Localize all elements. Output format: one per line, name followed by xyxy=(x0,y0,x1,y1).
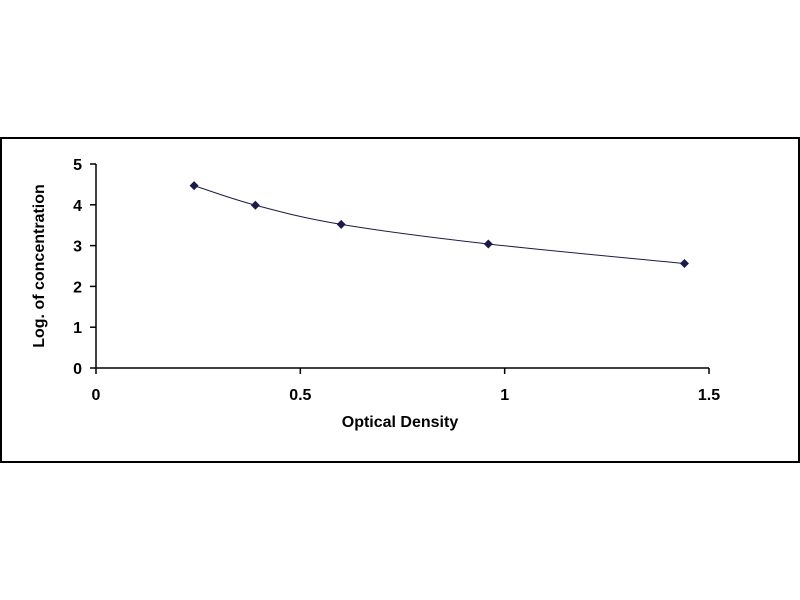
x-tick-label: 1.5 xyxy=(698,387,720,404)
data-point-marker xyxy=(250,200,260,210)
data-point-marker xyxy=(189,181,199,191)
data-markers xyxy=(189,181,689,269)
y-tick-label: 2 xyxy=(73,279,82,296)
x-tick-label: 1 xyxy=(500,387,509,404)
x-tick-label: 0.5 xyxy=(289,387,311,404)
x-tick-label: 0 xyxy=(92,387,101,404)
y-tick-label: 5 xyxy=(73,157,82,174)
plot-area: 0 1 2 3 4 5 0 0.5 1 1.5 xyxy=(73,157,720,404)
y-axis-title: Log. of concentration xyxy=(31,184,48,348)
y-tick-label: 4 xyxy=(73,198,82,215)
y-ticks: 0 1 2 3 4 5 xyxy=(73,157,96,378)
trend-curve xyxy=(193,185,685,265)
data-point-marker xyxy=(483,239,493,249)
x-ticks: 0 0.5 1 1.5 xyxy=(92,368,720,404)
data-point-marker xyxy=(336,219,346,229)
chart-border xyxy=(0,137,800,463)
y-tick-label: 0 xyxy=(73,361,82,378)
data-point-marker xyxy=(679,259,689,269)
y-tick-label: 1 xyxy=(73,320,82,337)
x-axis-title: Optical Density xyxy=(342,414,459,431)
y-tick-label: 3 xyxy=(73,239,82,256)
